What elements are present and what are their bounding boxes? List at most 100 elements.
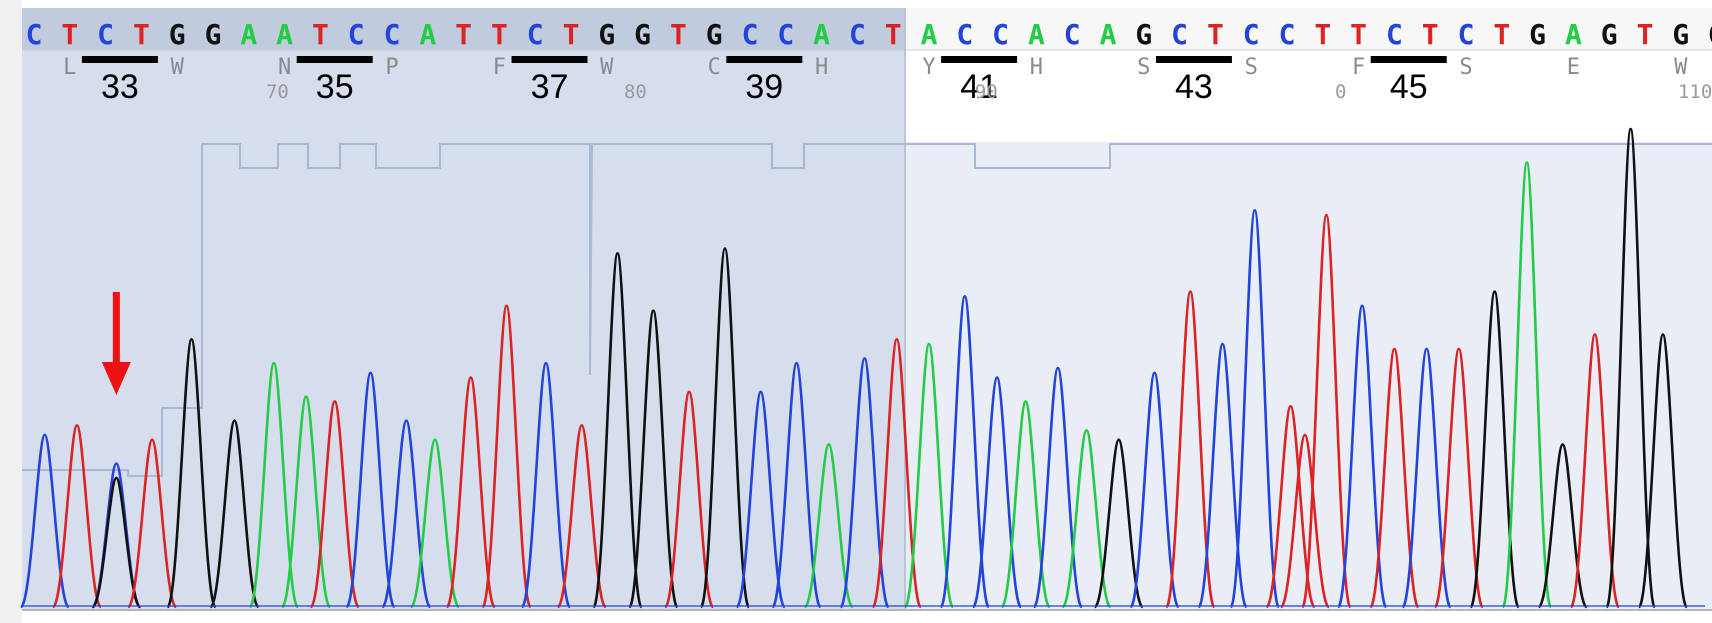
- trace-peak-C: [1401, 347, 1452, 609]
- trace-peak-A: [903, 342, 955, 609]
- base-call: T: [885, 18, 902, 51]
- trace-peak-G: [1637, 333, 1689, 609]
- trace-peak-A: [280, 395, 332, 609]
- base-call: G: [205, 18, 222, 51]
- trace-peak-C: [1129, 371, 1180, 609]
- unselected-header-area: [905, 50, 1712, 142]
- codon-number-label: 45: [1390, 68, 1428, 106]
- trace-peak-C: [345, 371, 396, 609]
- trace-peak-G: [628, 309, 679, 609]
- amino-acid-label: W: [1674, 55, 1688, 80]
- trace-peak-C: [1336, 304, 1388, 609]
- codon-markers: 33 35 37 39 41 43 45: [81, 56, 1447, 106]
- base-call: C: [1171, 18, 1188, 51]
- trace-peak-G: [209, 419, 260, 609]
- trace-peak-G: [592, 251, 643, 609]
- trace-peak-C: [19, 433, 71, 609]
- base-call: T: [670, 18, 687, 51]
- codon-bar: [296, 56, 373, 63]
- trace-peak-T: [1369, 347, 1420, 609]
- codon-bar: [1370, 56, 1447, 63]
- trace-peak-T: [871, 338, 923, 609]
- trace-peak-A: [409, 438, 461, 609]
- base-call: C: [956, 18, 973, 51]
- base-call: C: [97, 18, 114, 51]
- codon-bar: [81, 56, 158, 63]
- amino-acid-label: C: [708, 55, 721, 80]
- position-tick-label: 0: [1335, 81, 1346, 103]
- base-call: A: [921, 18, 938, 51]
- base-call: T: [61, 18, 78, 51]
- base-call: G: [1708, 18, 1712, 51]
- base-call: C: [1386, 18, 1403, 51]
- codon-bar: [726, 56, 803, 63]
- trace-peak-C: [839, 357, 890, 609]
- trace-peak-C: [735, 390, 787, 609]
- selection-region-header: [22, 8, 905, 50]
- base-call: T: [1314, 18, 1331, 51]
- codon-bar: [941, 56, 1018, 63]
- amino-acid-label: S: [1137, 55, 1150, 80]
- base-call: C: [348, 18, 365, 51]
- base-call: T: [491, 18, 508, 51]
- trace-peak-T: [1433, 347, 1485, 609]
- base-call: T: [1422, 18, 1439, 51]
- base-call: A: [1028, 18, 1045, 51]
- trace-peak-T: [126, 438, 178, 609]
- codon-number-label: 35: [316, 68, 354, 106]
- base-call: T: [1207, 18, 1224, 51]
- amino-acid-label: Y: [922, 55, 935, 80]
- red-down-arrow-icon: [101, 292, 131, 395]
- base-call: A: [419, 18, 436, 51]
- quality-trace: [22, 143, 1712, 477]
- base-call: T: [563, 18, 580, 51]
- base-call: T: [1493, 18, 1510, 51]
- trace-peak-C: [1229, 208, 1281, 609]
- base-call: C: [26, 18, 43, 51]
- trace-peak-A: [248, 361, 300, 609]
- codon-number-label: 41: [960, 68, 998, 106]
- base-call: C: [1243, 18, 1260, 51]
- codon-number-label: 33: [101, 68, 139, 106]
- trace-peak-T: [1265, 404, 1316, 609]
- trace-peak-G: [699, 247, 751, 609]
- amino-acid-label: L: [63, 55, 76, 80]
- base-call: G: [169, 18, 186, 51]
- trace-peak-T: [1301, 213, 1352, 609]
- trace-peak-C: [771, 361, 822, 609]
- amino-acid-label: F: [493, 55, 506, 80]
- base-call: G: [1135, 18, 1152, 51]
- trace-peak-G: [91, 476, 142, 609]
- trace-peak-A: [1501, 161, 1553, 609]
- trace-peaks: [19, 127, 1705, 609]
- trace-peak-C: [520, 361, 572, 609]
- selection-region[interactable]: [22, 8, 905, 610]
- codon-number-label: 39: [745, 68, 783, 106]
- base-call: C: [384, 18, 401, 51]
- amino-acid-label: F: [1352, 55, 1365, 80]
- trace-peak-T: [1569, 333, 1621, 609]
- base-call: G: [706, 18, 723, 51]
- trace-peak-G: [1093, 438, 1145, 609]
- trace-peak-T: [1165, 290, 1216, 609]
- position-tick-label: 90: [975, 81, 998, 103]
- position-tick-label: 70: [266, 81, 289, 103]
- trace-peak-T: [51, 424, 103, 609]
- amino-acid-label: S: [1459, 55, 1472, 80]
- base-call: T: [455, 18, 472, 51]
- trace-peak-T: [481, 304, 532, 609]
- position-tick-label: 80: [624, 81, 647, 103]
- amino-acid-label: E: [1567, 55, 1580, 80]
- left-frame: [0, 0, 22, 623]
- trace-peak-A: [1061, 428, 1112, 609]
- codon-bar: [1155, 56, 1232, 63]
- trace-peak-G: [166, 338, 217, 609]
- base-call: G: [1529, 18, 1546, 51]
- base-call: G: [598, 18, 615, 51]
- base-call: C: [849, 18, 866, 51]
- trace-peak-A: [803, 443, 855, 609]
- base-call: C: [992, 18, 1009, 51]
